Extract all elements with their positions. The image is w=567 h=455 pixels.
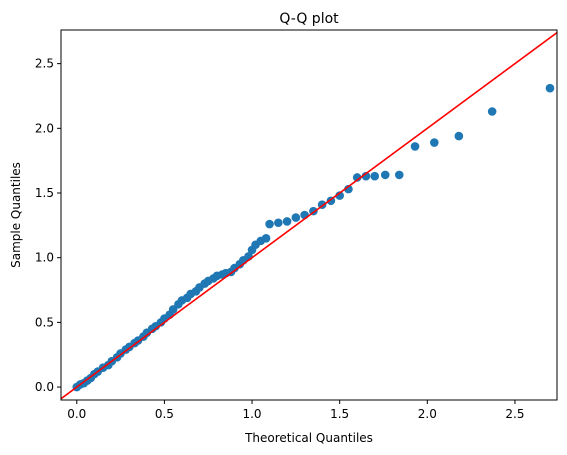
reference-line: [61, 31, 557, 400]
data-point: [487, 107, 497, 116]
data-point: [274, 218, 283, 228]
x-axis-ticks: 0.0 0.5 1.0 1.5 2.0 2.5: [67, 400, 524, 421]
y-axis-label: Sample Quantiles: [9, 162, 23, 268]
data-point: [291, 213, 301, 222]
x-tick-label: 1.0: [242, 407, 261, 421]
x-axis-label: Theoretical Quantiles: [244, 431, 373, 445]
data-point: [545, 83, 555, 93]
x-tick-label: 0.0: [67, 407, 86, 421]
data-point: [282, 217, 292, 226]
data-point: [352, 173, 362, 182]
x-tick-label: 0.5: [155, 407, 174, 421]
data-point: [410, 142, 420, 151]
data-point: [168, 305, 178, 314]
data-point: [370, 171, 380, 181]
reference-line-layer: [61, 31, 557, 400]
x-tick-label: 1.5: [330, 407, 349, 421]
y-tick-label: 2.5: [35, 57, 54, 71]
y-tick-label: 1.0: [35, 251, 54, 265]
data-point: [265, 219, 274, 229]
data-point: [380, 170, 390, 180]
y-axis-ticks: 0.0 0.5 1.0 1.5 2.0 2.5: [35, 57, 61, 394]
y-tick-label: 2.0: [35, 121, 54, 135]
data-point: [361, 171, 371, 181]
data-point: [430, 138, 439, 147]
data-point: [344, 184, 353, 194]
y-tick-label: 0.5: [35, 315, 54, 329]
data-point: [454, 131, 464, 141]
y-tick-label: 0.0: [35, 380, 54, 394]
data-point: [261, 233, 271, 243]
points-layer: [72, 83, 555, 392]
data-point: [335, 191, 344, 200]
x-tick-label: 2.0: [418, 407, 437, 421]
data-point: [394, 170, 404, 180]
y-tick-label: 1.5: [35, 186, 54, 200]
x-tick-label: 2.5: [505, 407, 524, 421]
chart-title: Q-Q plot: [279, 11, 339, 27]
plot-frame: [60, 29, 558, 401]
